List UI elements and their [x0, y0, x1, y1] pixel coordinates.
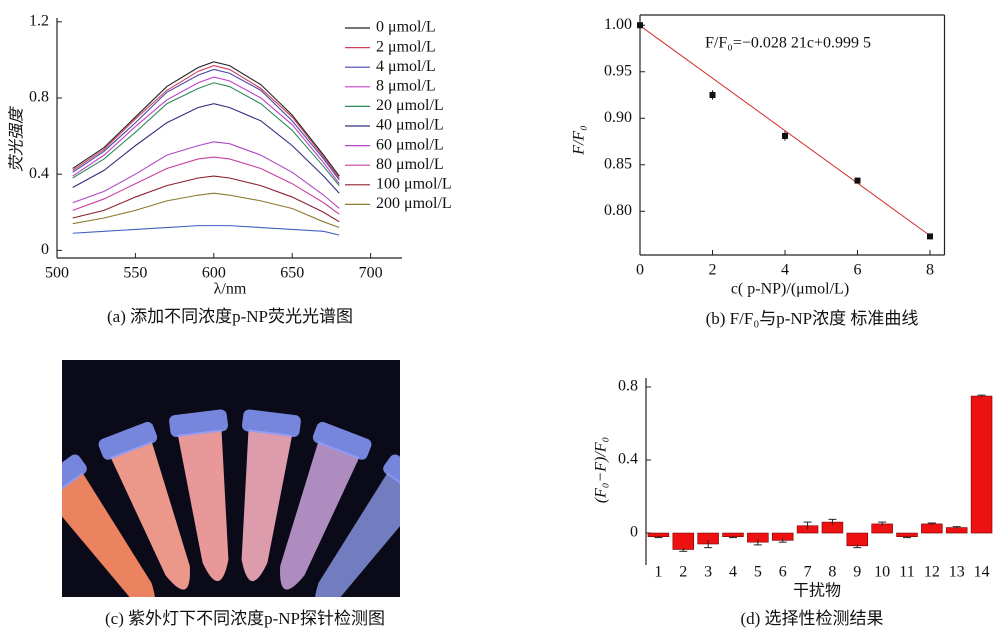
legend-label: 20 μmol/L	[376, 97, 444, 114]
x-tick-label: 650	[280, 265, 304, 282]
x-tick-label: 11	[899, 564, 914, 581]
caption: (a) 添加不同浓度p-NP荧光光谱图	[107, 307, 353, 326]
y-tick-label: 1.00	[604, 16, 632, 33]
x-tick-label: 8	[926, 262, 934, 279]
x-tick-label: 4	[729, 564, 737, 581]
caption: (c) 紫外灯下不同浓度p-NP探针检测图	[105, 609, 385, 628]
spectrum-line	[72, 82, 340, 186]
y-tick-label: 0	[41, 241, 49, 258]
x-tick-label: 14	[974, 564, 990, 581]
x-tick-label: 500	[45, 265, 69, 282]
tube	[280, 421, 372, 590]
annotation: F/F₀=−0.028 21c+0.999 5	[705, 35, 871, 52]
y-tick-label: 0.80	[604, 202, 632, 219]
tube	[98, 421, 190, 590]
x-tick-label: 1	[654, 564, 662, 581]
y-tick-label: 0.8	[29, 89, 49, 106]
bar	[846, 532, 869, 547]
legend-label: 80 μmol/L	[376, 156, 444, 173]
spectrum-line	[72, 141, 340, 209]
x-tick-label: 2	[709, 262, 717, 279]
point	[854, 177, 861, 184]
x-tick-label: 10	[874, 564, 890, 581]
tube	[241, 409, 301, 581]
y-axis-label: 荧光强度	[8, 105, 26, 172]
tube	[315, 454, 400, 597]
legend-label: 0 μmol/L	[376, 19, 436, 36]
point	[782, 132, 788, 139]
x-axis-label: c( p-NP)/(μmol/L)	[731, 281, 849, 298]
x-tick-label: 12	[924, 564, 940, 581]
y-tick-label: 0.4	[29, 165, 49, 182]
legend-label: 8 μmol/L	[376, 77, 436, 94]
point	[637, 22, 643, 29]
x-tick-label: 0	[636, 262, 644, 279]
x-tick-label: 4	[781, 262, 789, 279]
spectrum-line	[72, 103, 340, 194]
legend-label: 40 μmol/L	[376, 117, 444, 134]
fit-line	[639, 25, 931, 237]
y-tick-label: 1.2	[29, 12, 49, 29]
spectrum-line	[72, 225, 340, 236]
x-tick-label: 2	[679, 564, 687, 581]
spectrum-line	[72, 68, 340, 181]
legend-label: 60 μmol/L	[376, 136, 444, 153]
spectrum-line	[72, 175, 340, 223]
x-axis-label: λ/nm	[214, 281, 247, 298]
bar	[672, 532, 695, 550]
x-tick-label: 6	[854, 262, 862, 279]
x-tick-label: 6	[779, 564, 787, 581]
y-tick-label: 0.4	[618, 451, 638, 468]
x-tick-label: 550	[123, 265, 147, 282]
legend-label: 2 μmol/L	[376, 38, 436, 55]
caption: (d) 选择性检测结果	[740, 609, 883, 628]
x-tick-label: 9	[853, 564, 861, 581]
x-tick-label: 3	[704, 564, 712, 581]
x-axis-label: 干扰物	[793, 582, 841, 600]
legend-label: 200 μmol/L	[376, 195, 452, 212]
legend-label: 100 μmol/L	[376, 175, 452, 192]
y-tick-label: 0.85	[604, 155, 632, 172]
legend-label: 4 μmol/L	[376, 58, 436, 75]
y-tick-label: 0	[630, 524, 638, 541]
x-tick-label: 7	[804, 564, 812, 581]
spectrum-line	[72, 65, 340, 179]
x-tick-label: 700	[359, 265, 383, 282]
x-tick-label: 600	[202, 265, 226, 282]
photo	[62, 360, 400, 597]
point	[709, 92, 716, 98]
x-tick-label: 5	[754, 564, 762, 581]
point	[927, 233, 933, 240]
bar	[970, 395, 993, 534]
tube	[169, 409, 229, 581]
y-tick-label: 0.95	[604, 62, 632, 79]
y-axis-label: (F₀−F)/F₀	[593, 437, 610, 503]
spectrum-line	[72, 192, 340, 229]
y-tick-label: 0.90	[604, 109, 632, 126]
tube	[62, 454, 155, 597]
spectrum-line	[72, 76, 340, 185]
x-tick-label: 8	[828, 564, 836, 581]
bar	[921, 523, 943, 534]
y-axis-label: F/F₀	[571, 125, 588, 156]
spectrum-line	[72, 61, 340, 177]
y-tick-label: 0.8	[618, 378, 638, 395]
x-tick-label: 13	[949, 564, 965, 581]
spectrum-line	[72, 156, 340, 215]
caption: (b) F/F₀与p-NP浓度 标准曲线	[706, 309, 919, 328]
